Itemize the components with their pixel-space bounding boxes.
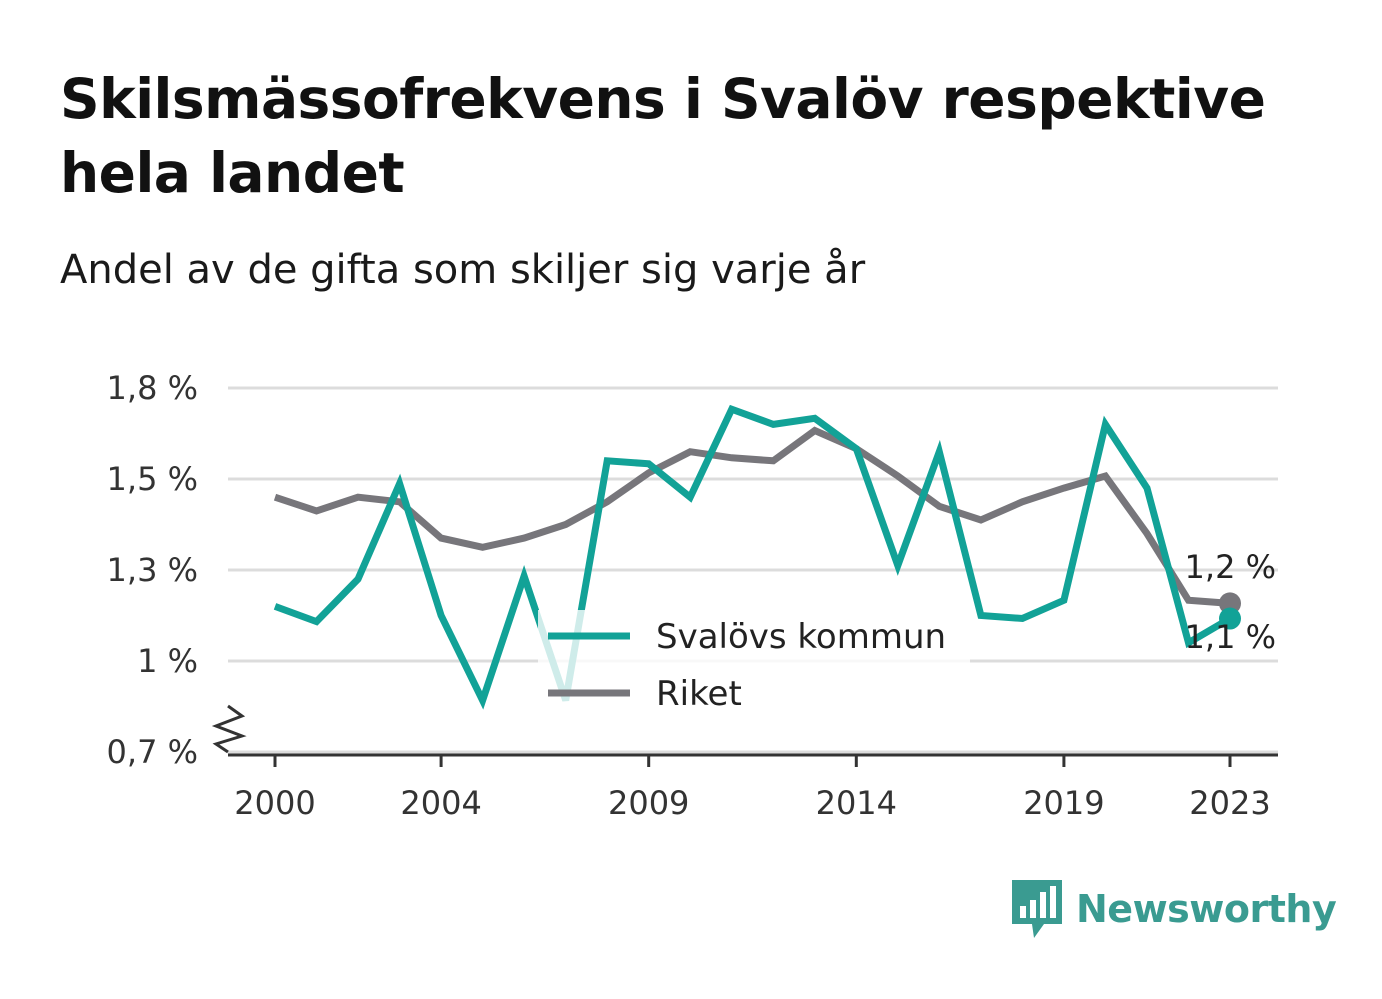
y-tick-label: 1 % [137, 642, 198, 680]
x-tick-label: 2014 [816, 784, 897, 822]
series-line-riket [273, 426, 1231, 607]
y-tick-label: 1,3 % [107, 551, 198, 589]
axis-break-icon [211, 704, 247, 754]
x-tick-label: 2000 [234, 784, 315, 822]
y-tick-label: 1,8 % [107, 369, 198, 407]
end-point-riket [1219, 592, 1241, 615]
x-tick-label: 2023 [1189, 784, 1270, 822]
end-label-svalov: 1,1 % [1185, 618, 1276, 656]
y-tick-label: 0,7 % [107, 733, 198, 771]
x-tick-label: 2004 [400, 784, 481, 822]
x-axis [211, 704, 1278, 757]
end-labels: 1,2 % 1,1 % [1185, 548, 1276, 656]
bar-chart-speech-icon [1012, 880, 1062, 938]
chart-subtitle: Andel av de gifta som skiljer sig varje … [60, 247, 866, 293]
end-label-riket: 1,2 % [1185, 548, 1276, 586]
x-tick-label: 2019 [1023, 784, 1104, 822]
legend-label-svalov: Svalövs kommun [656, 617, 946, 657]
series-line-svalov [273, 404, 1232, 710]
y-tick-label: 1,5 % [107, 460, 198, 498]
legend-label-riket: Riket [656, 674, 742, 714]
chart-title: Skilsmässofrekvens i Svalöv respektive h… [60, 67, 1266, 205]
y-axis-ticks: 0,7 % 1 % 1,3 % 1,5 % 1,8 % [107, 369, 198, 771]
brand-logo: Newsworthy [1010, 878, 1337, 940]
legend: Svalövs kommun Riket [538, 610, 970, 726]
series-lines [273, 404, 1241, 710]
brand-name: Newsworthy [1076, 887, 1337, 931]
x-tick-label: 2009 [608, 784, 689, 822]
legend-background [538, 610, 970, 726]
x-axis-ticks: 2000 2004 2009 2014 2019 2023 [234, 755, 1271, 822]
end-point-svalov [1219, 607, 1241, 630]
